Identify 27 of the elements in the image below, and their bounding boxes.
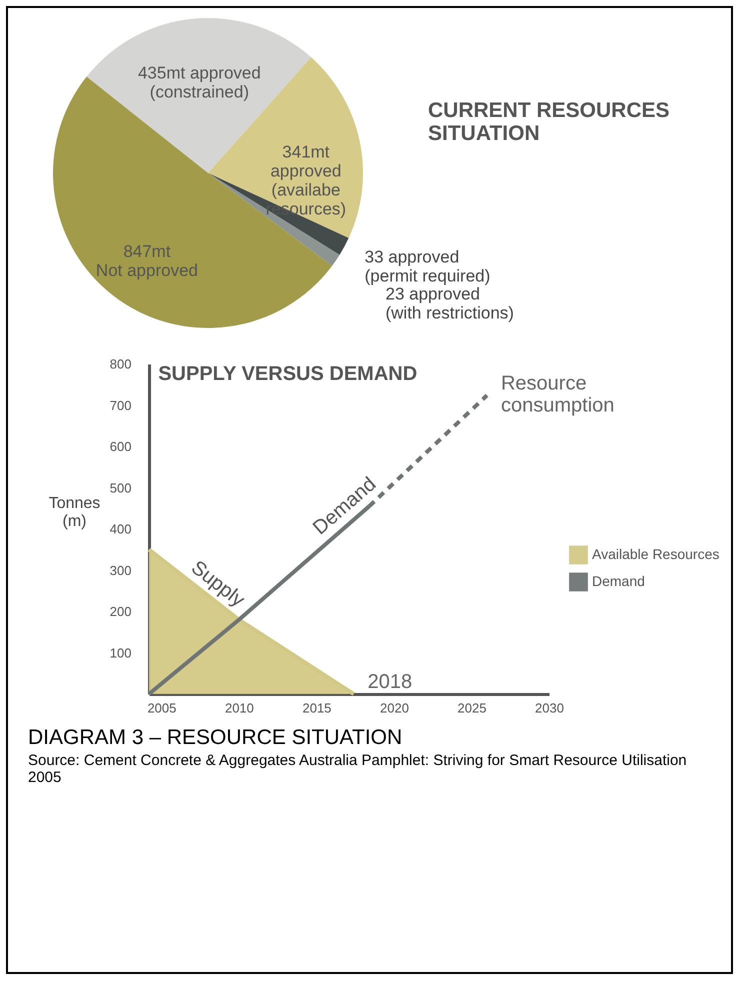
x-tick-label: 2010	[224, 700, 254, 716]
y-tick-label: 800	[110, 356, 132, 372]
y-tick-label: 200	[110, 604, 132, 619]
annotation: Resource consumption	[500, 372, 614, 416]
y-tick-label: 100	[110, 645, 132, 660]
source-note: Source: Cement Concrete & Aggregates Australia Pamphlet: Striving for Smart Resource Utilisation 2005	[28, 752, 688, 786]
text: CURRENT RESOURCES SITUATION	[428, 99, 670, 145]
slice-label: 847mt Not approved	[96, 242, 198, 280]
text: DIAGRAM 3 – RESOURCE SITUATION	[28, 726, 404, 750]
x-tick-label: 2020	[380, 700, 409, 716]
legend-label: Available Resources	[592, 546, 720, 562]
y-tick-label: 700	[110, 398, 132, 413]
x-tick-label: 2015	[302, 700, 332, 716]
y-tick-label: 300	[110, 562, 132, 578]
y-tick-label: 500	[110, 480, 132, 496]
annotation: 2018	[368, 671, 412, 693]
y-tick-label: 600	[110, 439, 132, 454]
x-tick-label: 2005	[147, 700, 176, 716]
slice-label: 435mt approved (constrained)	[138, 63, 261, 102]
chart-title: SUPPLY VERSUS DEMAND	[158, 363, 418, 385]
y-axis-title: Tonnes (m)	[48, 495, 100, 530]
slice-label: 33 approved (permit required)	[364, 248, 490, 286]
slice-label: 23 approved (with restrictions)	[385, 284, 514, 322]
x-tick-label: 2030	[535, 700, 564, 716]
y-tick-label: 400	[110, 522, 132, 536]
x-tick-label: 2025	[458, 700, 486, 716]
legend-label: Demand	[592, 573, 645, 589]
